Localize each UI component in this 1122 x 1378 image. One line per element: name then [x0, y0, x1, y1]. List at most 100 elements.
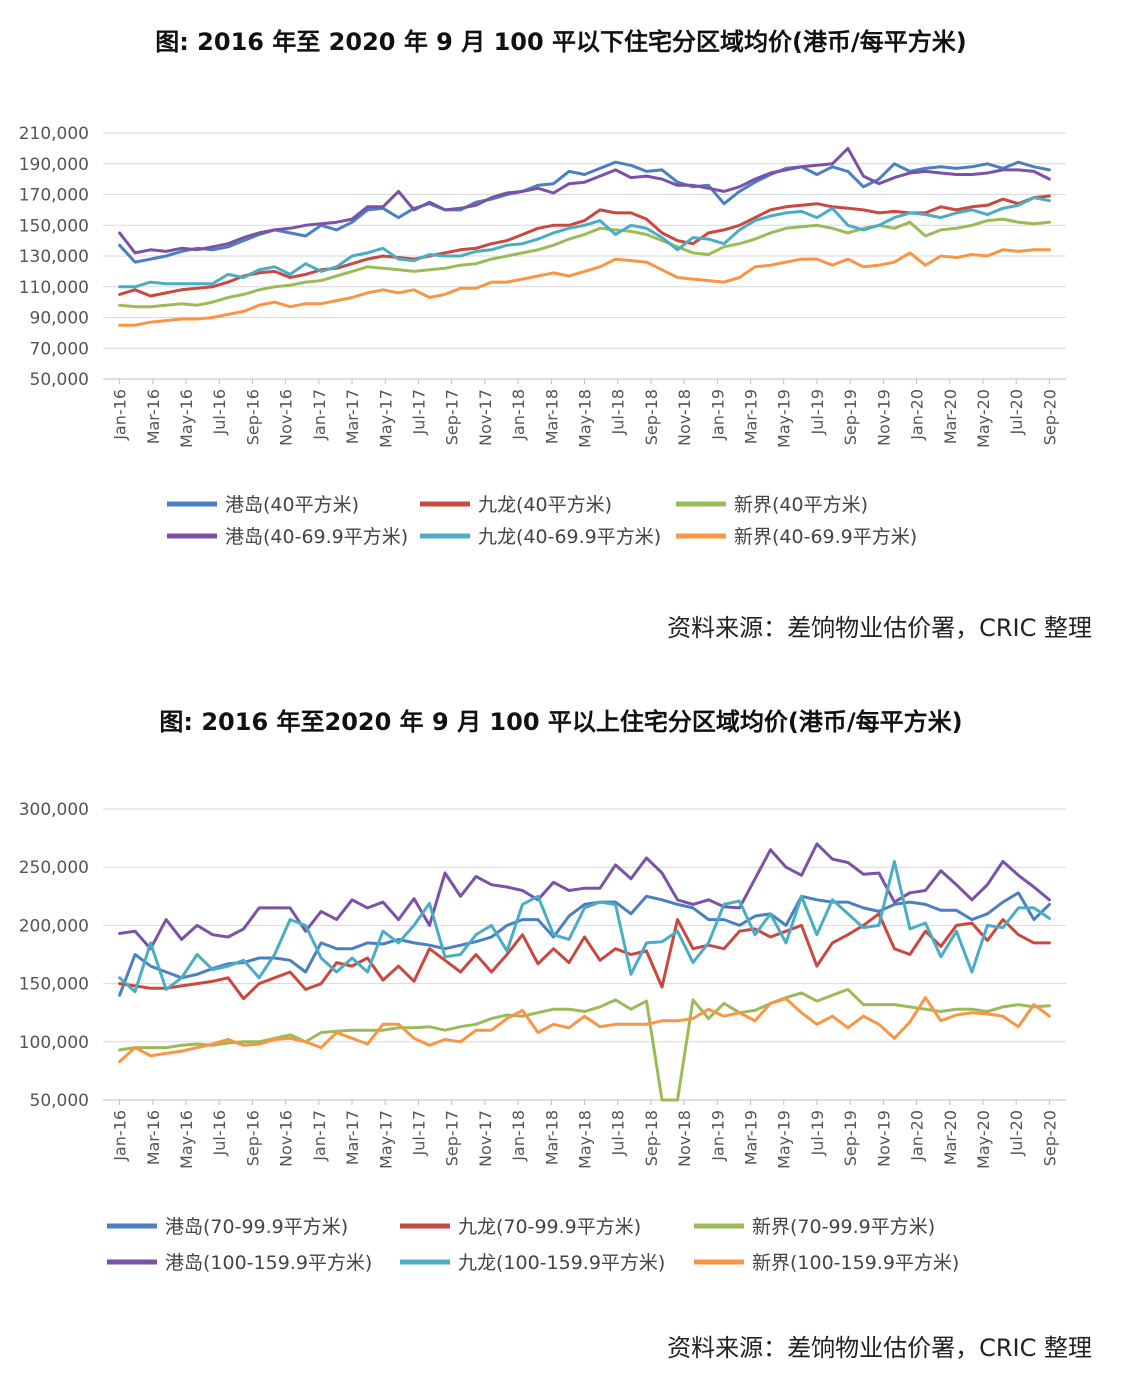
y-tick-label: 150,000: [19, 975, 89, 995]
y-tick-label: 150,000: [19, 216, 89, 236]
series-line-4: [118, 196, 1051, 289]
x-tick-label: Jul-19: [808, 389, 827, 435]
x-tick-label: Nov-19: [874, 1110, 893, 1167]
chart-1: 图: 2016 年至 2020 年 9 月 100 平以下住宅分区域均价(港币/…: [0, 0, 1122, 660]
x-tick-label: Nov-17: [476, 389, 495, 446]
series-line-5: [118, 248, 1051, 327]
x-tick-label: Mar-17: [343, 1110, 362, 1165]
x-tick-label: Sep-19: [841, 1110, 860, 1166]
y-tick-label: 50,000: [30, 370, 89, 390]
y-tick-label: 210,000: [19, 124, 89, 144]
x-tick-label: Jan-18: [509, 1110, 528, 1162]
y-tick-label: 300,000: [19, 800, 89, 820]
legend-label: 九龙(70-99.9平方米): [458, 1216, 641, 1238]
x-tick-label: Sep-17: [443, 389, 462, 445]
x-tick-label: Jul-17: [409, 1110, 428, 1156]
y-tick-label: 190,000: [19, 155, 89, 175]
series-line-5: [118, 996, 1051, 1064]
x-tick-label: May-17: [376, 1110, 395, 1169]
x-tick-label: May-20: [974, 389, 993, 448]
y-tick-label: 100,000: [19, 1033, 89, 1053]
legend-label: 港岛(40-69.9平方米): [225, 526, 408, 548]
x-tick-label: Jan-19: [708, 389, 727, 441]
x-tick-label: Jul-16: [210, 1110, 229, 1156]
legend-label: 新界(70-99.9平方米): [752, 1216, 935, 1238]
legend-label: 新界(40-69.9平方米): [734, 526, 917, 548]
x-tick-label: Mar-20: [941, 1110, 960, 1165]
y-tick-label: 50,000: [30, 1091, 89, 1111]
x-tick-label: Sep-16: [243, 389, 262, 445]
x-tick-label: May-18: [576, 389, 595, 448]
legend-label: 港岛(100-159.9平方米): [165, 1252, 372, 1274]
x-tick-label: Sep-20: [1040, 1110, 1059, 1166]
x-tick-label: Jan-20: [908, 389, 927, 441]
x-tick-label: Nov-18: [675, 1110, 694, 1167]
x-tick-label: Sep-18: [642, 1110, 661, 1166]
x-tick-label: Jan-19: [708, 1110, 727, 1162]
y-tick-label: 110,000: [19, 278, 89, 298]
x-tick-label: Jan-17: [310, 1110, 329, 1162]
legend-label: 新界(40平方米): [734, 494, 868, 516]
x-tick-label: Mar-18: [542, 389, 561, 444]
series-line-2: [118, 217, 1051, 309]
series-line-1: [118, 912, 1051, 1001]
x-tick-label: May-19: [775, 389, 794, 448]
x-tick-label: May-20: [974, 1110, 993, 1169]
chart-2-gridlines: [103, 808, 1066, 1101]
chart-2-source: 资料来源：差饷物业估价署，CRIC 整理: [667, 1334, 1092, 1362]
x-tick-label: Jul-20: [1007, 389, 1026, 435]
x-tick-label: Sep-18: [642, 389, 661, 445]
chart-2: 图: 2016 年至2020 年 9 月 100 平以上住宅分区域均价(港币/每…: [0, 680, 1122, 1378]
x-tick-label: Jul-20: [1007, 1110, 1026, 1156]
legend-label: 九龙(40-69.9平方米): [478, 526, 661, 548]
legend-label: 九龙(40平方米): [478, 494, 612, 516]
x-tick-label: Mar-20: [941, 389, 960, 444]
y-tick-label: 200,000: [19, 916, 89, 936]
legend-label: 港岛(70-99.9平方米): [165, 1216, 348, 1238]
x-tick-label: Nov-17: [476, 1110, 495, 1167]
x-tick-label: Mar-19: [742, 1110, 761, 1165]
chart-1-source: 资料来源：差饷物业估价署，CRIC 整理: [667, 614, 1092, 642]
series-line-3: [118, 842, 1051, 951]
series-line-4: [118, 859, 1051, 994]
x-tick-label: Jan-20: [908, 1110, 927, 1162]
y-tick-label: 130,000: [19, 247, 89, 267]
x-tick-label: Mar-17: [343, 389, 362, 444]
x-tick-label: Jul-18: [609, 389, 628, 435]
x-tick-label: Nov-19: [874, 389, 893, 446]
x-tick-label: May-17: [376, 389, 395, 448]
x-tick-label: Sep-17: [443, 1110, 462, 1166]
x-tick-label: Jul-18: [609, 1110, 628, 1156]
chart-2-title: 图: 2016 年至2020 年 9 月 100 平以上住宅分区域均价(港币/每…: [159, 708, 963, 736]
x-tick-label: Mar-18: [542, 1110, 561, 1165]
x-tick-label: Jul-17: [409, 389, 428, 435]
y-tick-label: 70,000: [30, 339, 89, 359]
y-tick-label: 90,000: [30, 309, 89, 329]
x-tick-label: Nov-18: [675, 389, 694, 446]
x-tick-label: Nov-16: [277, 1110, 296, 1167]
x-tick-label: Sep-20: [1040, 389, 1059, 445]
x-tick-label: May-18: [576, 1110, 595, 1169]
chart-1-plot: 50,000 70,000 90,000 110,000 130,000 150,000 1…: [19, 124, 1066, 548]
x-tick-label: Nov-16: [277, 389, 296, 446]
x-tick-label: Mar-16: [144, 1110, 163, 1165]
series-line-3: [118, 146, 1051, 255]
legend-label: 九龙(100-159.9平方米): [458, 1252, 665, 1274]
x-tick-label: Jan-16: [111, 389, 130, 441]
x-tick-label: May-19: [775, 1110, 794, 1169]
x-tick-label: Jul-19: [808, 1110, 827, 1156]
x-tick-label: Mar-19: [742, 389, 761, 444]
x-tick-label: Jan-16: [111, 1110, 130, 1162]
series-line-1: [118, 194, 1051, 298]
series-line-0: [118, 891, 1051, 997]
chart-2-plot: 50,000 100,000 150,000 200,000 250,000 300,00…: [19, 800, 1066, 1274]
y-tick-label: 250,000: [19, 858, 89, 878]
legend-label: 新界(100-159.9平方米): [752, 1252, 959, 1274]
chart-1-title: 图: 2016 年至 2020 年 9 月 100 平以下住宅分区域均价(港币/…: [155, 28, 967, 56]
x-tick-label: Sep-16: [243, 1110, 262, 1166]
x-tick-label: Jul-16: [210, 389, 229, 435]
x-tick-label: Jan-17: [310, 389, 329, 441]
x-tick-label: Mar-16: [144, 389, 163, 444]
x-tick-label: Jan-18: [509, 389, 528, 441]
x-tick-label: May-16: [177, 1110, 196, 1169]
